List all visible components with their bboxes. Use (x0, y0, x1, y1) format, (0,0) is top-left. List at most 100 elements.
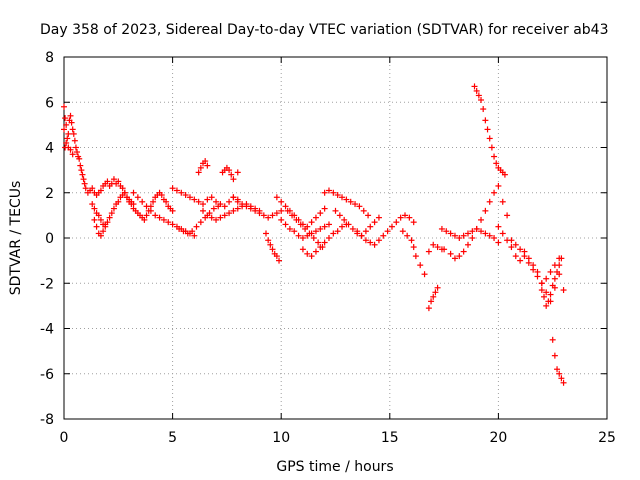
data-point (380, 232, 387, 239)
data-point (317, 225, 324, 232)
data-point (343, 196, 350, 203)
data-point (204, 196, 211, 203)
data-point (464, 241, 471, 248)
data-point (549, 282, 556, 289)
data-point (143, 212, 150, 219)
data-point (425, 248, 432, 255)
data-point (176, 225, 183, 232)
data-point (106, 214, 113, 221)
x-tick-label: 5 (168, 430, 177, 446)
data-point (110, 176, 117, 183)
data-point (434, 284, 441, 291)
data-point (267, 241, 274, 248)
data-point (269, 212, 276, 219)
data-point (491, 235, 498, 241)
data-point (341, 216, 348, 223)
data-point (69, 151, 76, 158)
data-point (178, 189, 185, 196)
data-point (152, 212, 159, 219)
data-point (501, 171, 508, 178)
data-point (247, 205, 254, 212)
data-point (278, 198, 285, 205)
data-point (134, 194, 141, 201)
data-point (182, 192, 189, 199)
data-point (495, 182, 502, 189)
data-point (504, 212, 511, 219)
data-point (339, 194, 346, 201)
x-axis-label: GPS time / hours (276, 459, 393, 475)
data-point (191, 232, 198, 239)
data-point (221, 212, 228, 219)
data-point (256, 210, 263, 217)
data-point (208, 194, 215, 201)
data-point (538, 280, 545, 287)
data-point (89, 185, 96, 192)
data-point (308, 219, 315, 226)
data-point (421, 271, 428, 278)
data-point (543, 302, 550, 309)
data-point (226, 198, 233, 205)
data-point (62, 115, 69, 122)
data-point (273, 210, 280, 217)
data-point (63, 139, 70, 146)
data-point (451, 232, 458, 239)
data-point (486, 135, 493, 142)
data-point (556, 370, 563, 377)
data-point (478, 228, 485, 235)
data-point (441, 246, 448, 253)
data-point (234, 198, 241, 205)
y-tick-label: -8 (40, 412, 54, 428)
data-point (252, 207, 259, 214)
data-point (551, 275, 558, 282)
x-tick-label: 10 (272, 430, 290, 446)
data-point (184, 230, 191, 237)
data-point (115, 178, 122, 185)
data-point (95, 212, 102, 219)
data-point (70, 130, 77, 137)
data-point (388, 223, 395, 230)
data-point (541, 293, 548, 300)
data-point (158, 192, 165, 199)
data-point (469, 235, 476, 241)
data-point (410, 219, 417, 226)
data-point (293, 216, 300, 223)
data-point (412, 253, 419, 260)
data-point (356, 203, 363, 210)
data-point (554, 268, 561, 275)
data-point (91, 205, 98, 212)
data-point (447, 250, 454, 257)
data-point (210, 205, 217, 212)
data-point (488, 144, 495, 151)
data-point (213, 198, 220, 205)
data-point (538, 287, 545, 294)
data-point (478, 96, 485, 103)
data-point (282, 203, 289, 210)
x-tick-label: 15 (381, 430, 399, 446)
data-point (554, 366, 561, 373)
data-point (169, 185, 176, 192)
data-point (67, 146, 74, 153)
data-point (543, 289, 550, 296)
data-point (312, 214, 319, 221)
data-point (330, 189, 337, 196)
data-point (469, 228, 476, 235)
data-point (464, 230, 471, 237)
data-point (180, 228, 187, 235)
data-point (399, 228, 406, 235)
data-point (345, 221, 352, 228)
data-point (456, 253, 463, 260)
data-point (61, 126, 67, 133)
data-point (508, 237, 515, 244)
data-point (334, 228, 341, 235)
data-point (130, 189, 137, 196)
data-point (362, 237, 369, 244)
data-point (551, 352, 558, 359)
data-point (286, 225, 293, 232)
data-point (375, 214, 382, 221)
data-point (173, 187, 180, 194)
data-point (110, 205, 117, 212)
data-point (278, 207, 285, 214)
data-point (269, 246, 276, 253)
data-point (460, 248, 467, 255)
data-point (204, 212, 211, 219)
